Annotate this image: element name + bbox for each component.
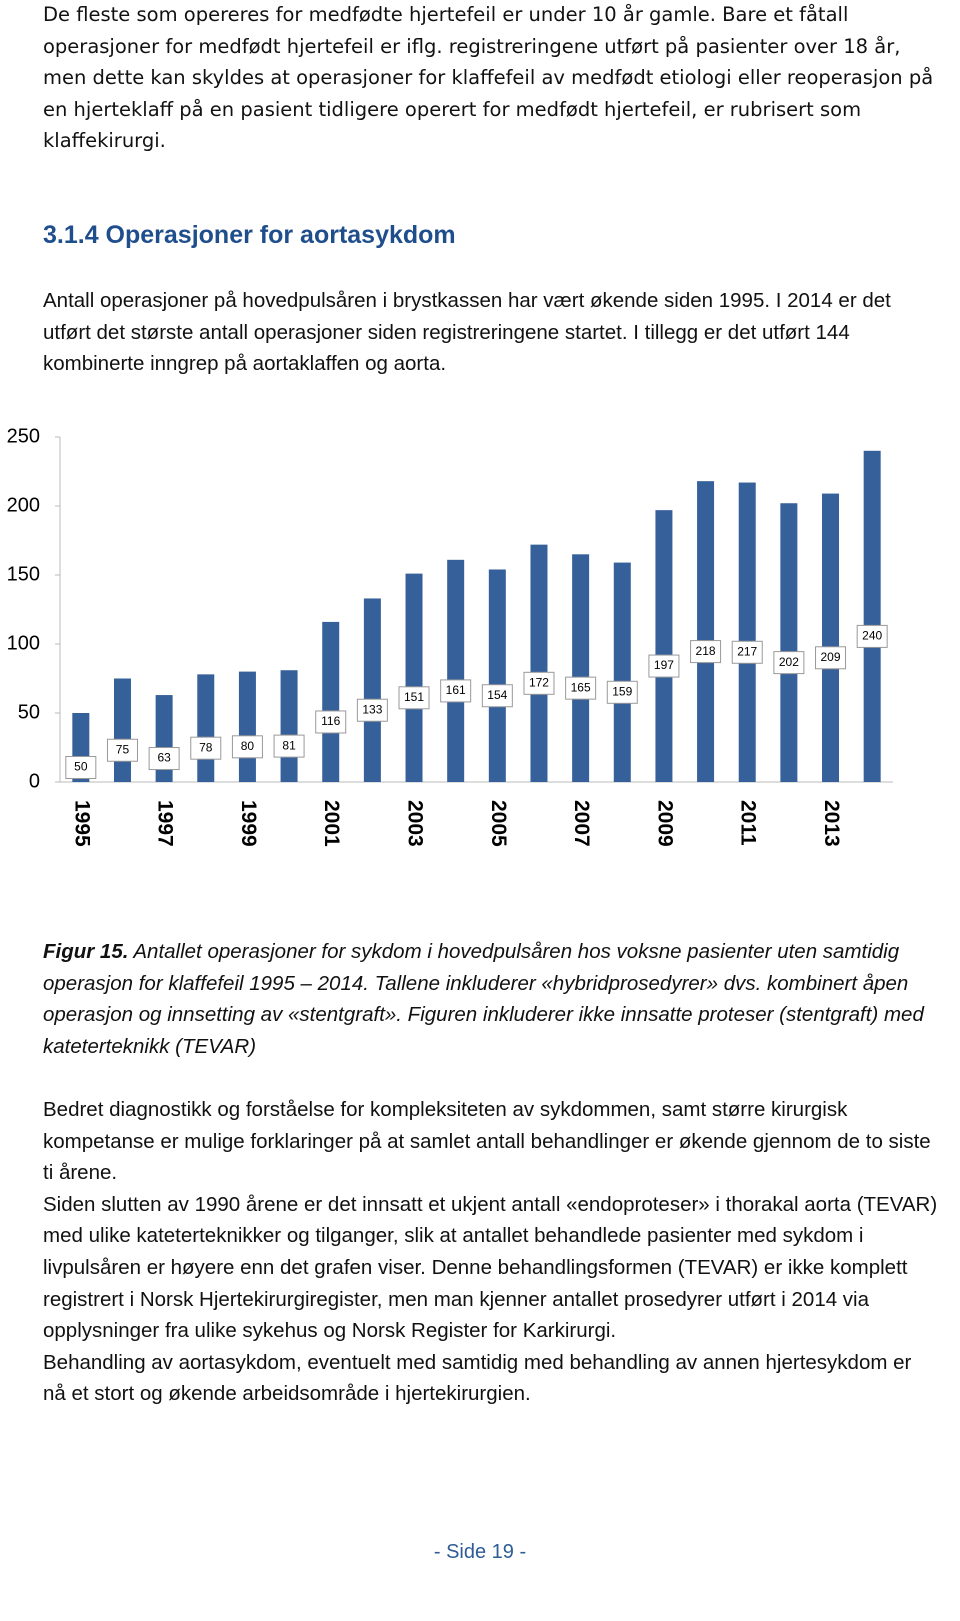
data-label: 116 — [321, 714, 340, 728]
data-label: 240 — [862, 629, 882, 643]
paragraph: Antall operasjoner på hovedpulsåren i br… — [43, 289, 891, 376]
data-label: 218 — [696, 644, 716, 658]
data-label: 159 — [612, 684, 632, 698]
bar — [863, 450, 881, 782]
bar — [405, 573, 423, 782]
bar — [197, 674, 215, 782]
data-label-box — [440, 679, 472, 703]
bar — [488, 569, 506, 782]
data-label-box — [356, 698, 388, 722]
x-tick-label: 2005 — [487, 800, 510, 847]
y-tick-label: 100 — [7, 632, 40, 654]
data-label-box — [731, 640, 763, 664]
data-label: 151 — [404, 690, 424, 704]
data-label: 133 — [362, 702, 382, 716]
x-tick-label: 2009 — [653, 800, 676, 847]
data-label: 172 — [529, 675, 549, 689]
bar — [655, 510, 673, 782]
data-label-box — [481, 684, 513, 708]
bar — [363, 598, 381, 782]
caption-label: Figur 15. — [43, 940, 129, 963]
chart: 0 50 100 150 200 250 1995 50 75 1997 63 78 1999 80 81 2… — [7, 425, 893, 847]
bar — [238, 671, 256, 782]
data-label: 75 — [116, 742, 130, 756]
data-label-box — [690, 640, 722, 664]
data-label: 154 — [487, 688, 507, 702]
bar — [530, 544, 548, 782]
data-label: 78 — [199, 740, 213, 754]
bar — [822, 493, 840, 782]
data-label-box — [648, 654, 680, 678]
section-heading: 3.1.4 Operasjoner for aortasykdom — [43, 221, 456, 249]
data-label: 50 — [74, 760, 88, 774]
data-label: 165 — [571, 680, 591, 694]
bar — [322, 621, 340, 782]
y-tick-label: 150 — [7, 563, 40, 585]
y-tick-label: 200 — [7, 494, 40, 516]
x-tick-label: 2003 — [403, 800, 426, 847]
data-label: 197 — [654, 658, 674, 672]
data-label-box — [606, 680, 638, 704]
page-footer: - Side 19 - — [433, 1541, 527, 1563]
bar — [447, 559, 465, 782]
data-label-box — [106, 738, 138, 762]
body-paragraph: Behandling av aortasykdom, eventuelt med… — [43, 1350, 912, 1406]
bar — [280, 670, 298, 782]
data-label: 202 — [779, 655, 799, 669]
body-paragraph: Siden slutten av 1990 årene er det innsa… — [43, 1192, 938, 1343]
data-label: 161 — [446, 683, 466, 697]
data-label-box — [523, 671, 555, 695]
bar — [572, 554, 590, 782]
data-label: 63 — [157, 751, 171, 765]
data-label: 80 — [241, 739, 255, 753]
x-tick-label: 1997 — [154, 800, 177, 847]
data-label-box — [65, 756, 97, 779]
data-label-box — [815, 646, 847, 670]
x-tick-label: 2013 — [820, 800, 843, 847]
body-text: Bedret diagnostikk og forståelse for kom… — [43, 1094, 938, 1410]
bar — [738, 482, 756, 782]
y-tick-label: 250 — [7, 425, 40, 447]
data-label-box — [565, 676, 597, 700]
data-label: 81 — [282, 738, 296, 752]
data-label-box — [773, 651, 805, 675]
data-label-box — [190, 736, 222, 760]
intro-paragraph: De fleste som opereres for medfødte hjer… — [43, 3, 934, 153]
caption-text: Antallet operasjoner for sykdom i hovedp… — [43, 940, 924, 1058]
x-tick-label: 2007 — [570, 800, 593, 847]
x-tick-label: 2001 — [320, 800, 343, 847]
x-tick-label: 1995 — [70, 800, 93, 847]
data-label-box — [315, 710, 347, 734]
data-label-box — [231, 735, 263, 759]
bar — [780, 503, 798, 782]
x-tick-label: 1999 — [237, 800, 260, 847]
data-label-box — [273, 734, 305, 758]
data-label: 209 — [821, 650, 841, 664]
y-tick-label: 50 — [18, 701, 40, 723]
data-label-box — [148, 747, 180, 771]
figure-caption: Figur 15. Antallet operasjoner for sykdo… — [43, 936, 938, 1062]
data-label-box — [398, 686, 430, 710]
bar — [113, 678, 131, 782]
data-label-box — [856, 624, 888, 648]
x-tick-label: 2011 — [737, 800, 760, 846]
y-tick-label: 0 — [29, 770, 40, 792]
data-label: 217 — [737, 644, 757, 658]
body-paragraph: Bedret diagnostikk og forståelse for kom… — [43, 1098, 931, 1185]
bar — [613, 562, 631, 782]
bar — [697, 481, 715, 782]
